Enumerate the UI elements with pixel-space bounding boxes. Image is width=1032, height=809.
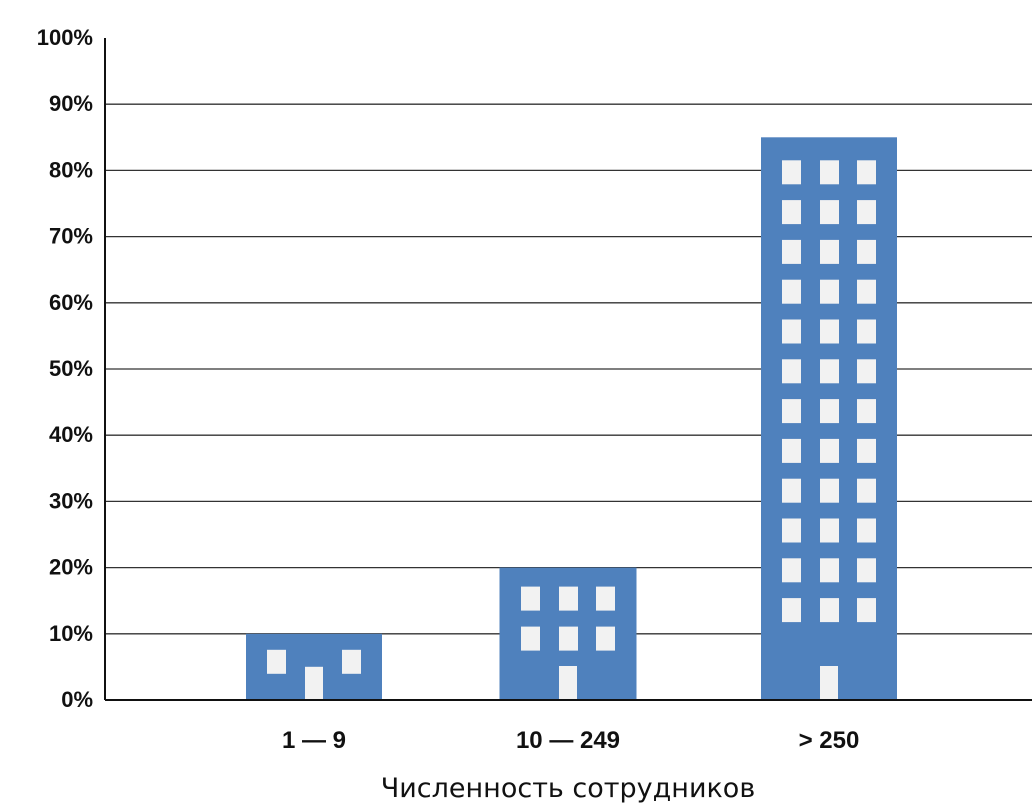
building-window (267, 649, 286, 674)
bar-building (499, 567, 637, 700)
building-window (559, 586, 578, 611)
building-windows (521, 586, 615, 700)
building-window (782, 598, 801, 623)
building-window (820, 279, 839, 304)
building-windows (267, 649, 361, 700)
building-window (857, 359, 876, 384)
building-window (820, 438, 839, 463)
building-window (857, 558, 876, 583)
y-tick-label: 70% (49, 224, 93, 249)
building-door (305, 666, 323, 700)
x-axis-label: Численность сотрудников (381, 773, 755, 804)
building-window (782, 399, 801, 424)
y-tick-label: 10% (49, 621, 93, 646)
building-window (782, 558, 801, 583)
y-tick-label: 90% (49, 91, 93, 116)
y-tick-labels: 0% 10% 20% 30% 40% 50% 60% 70% 80% 90% 100% (37, 25, 93, 712)
building-window (820, 598, 839, 623)
building-window (820, 558, 839, 583)
building-window (857, 319, 876, 344)
building-window (820, 200, 839, 225)
building-door (559, 666, 577, 700)
building-window (782, 319, 801, 344)
building-window (820, 319, 839, 344)
x-tick-label: 10 — 249 (516, 727, 620, 754)
x-tick-label: 1 — 9 (282, 727, 346, 754)
building-window (782, 359, 801, 384)
building-window (857, 598, 876, 623)
y-tick-label: 20% (49, 555, 93, 580)
building-window (782, 160, 801, 185)
building-window (820, 160, 839, 185)
building-window (559, 626, 578, 651)
building-window (857, 438, 876, 463)
building-window (857, 518, 876, 543)
building-window (782, 518, 801, 543)
building-window (521, 586, 540, 611)
x-tick-labels: 1 — 9 10 — 249 > 250 (282, 727, 859, 754)
building-window (342, 649, 361, 674)
building-window (782, 438, 801, 463)
y-tick-label: 0% (61, 687, 93, 712)
building-door (820, 666, 838, 700)
building-window (820, 239, 839, 264)
bar-building (761, 137, 897, 701)
building-window (820, 359, 839, 384)
building-window (857, 239, 876, 264)
building-window (857, 279, 876, 304)
y-tick-label: 50% (49, 356, 93, 381)
building-window (857, 478, 876, 503)
y-tick-label: 80% (49, 157, 93, 182)
y-tick-label: 40% (49, 422, 93, 447)
y-tick-label: 60% (49, 290, 93, 315)
building-window (782, 239, 801, 264)
building-window (596, 586, 615, 611)
y-tick-label: 30% (49, 488, 93, 513)
bar-building (246, 633, 382, 700)
gridlines (105, 103, 1032, 635)
building-window (857, 399, 876, 424)
building-window (820, 518, 839, 543)
x-tick-label: > 250 (799, 727, 860, 754)
building-window (782, 279, 801, 304)
axes (104, 38, 1032, 701)
bars (246, 137, 897, 701)
building-window (521, 626, 540, 651)
building-window (782, 200, 801, 225)
building-window (820, 399, 839, 424)
building-window (857, 200, 876, 225)
building-window (820, 478, 839, 503)
building-window (857, 160, 876, 185)
y-tick-label: 100% (37, 25, 93, 50)
building-window (596, 626, 615, 651)
building-window (782, 478, 801, 503)
building-windows (782, 160, 876, 700)
